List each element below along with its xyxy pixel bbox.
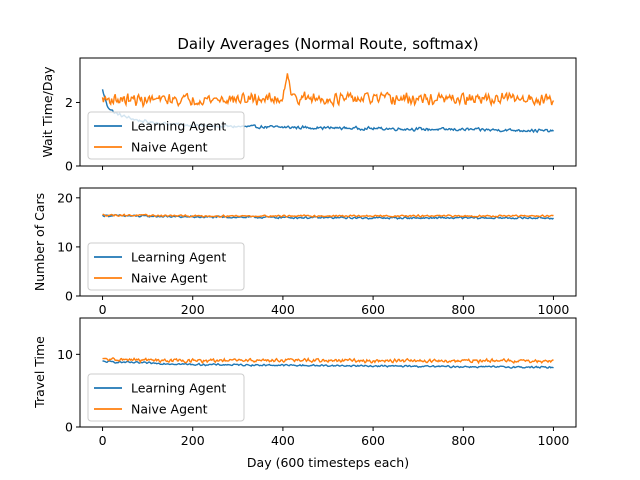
- y-tick-label: 20: [57, 190, 73, 205]
- axes-frame: [79, 187, 577, 297]
- x-tick-label: 1000: [538, 302, 570, 317]
- legend-entry: Learning Agent: [131, 250, 226, 265]
- y-tick-label: 0: [65, 420, 73, 435]
- panel-travel-time: 0 200 400 600 800 1000 0 10 Learning Agent Naive …: [57, 317, 577, 448]
- panel-number-of-cars: 0 200 400 600 800 1000 0 10 20 Learning Agent Naiv…: [57, 187, 577, 317]
- y-tick-label: 10: [57, 239, 73, 254]
- series-line-naive-agent: [102, 357, 554, 365]
- axes-frame: [79, 317, 577, 428]
- y-tick-label: 2: [65, 95, 73, 110]
- legend-entry: Learning Agent: [131, 119, 226, 134]
- series-line-learning-agent: [102, 360, 554, 369]
- series-line-naive-agent: [101, 73, 555, 109]
- series-line-naive-agent: [102, 213, 554, 218]
- x-tick-label: 800: [451, 302, 475, 317]
- panel-wait-time: 0 2 Learning Agent Naive Agent: [65, 57, 577, 174]
- legend-box: [87, 242, 245, 291]
- x-tick-label: 800: [451, 433, 475, 448]
- x-tick-label: 400: [271, 302, 295, 317]
- legend-box: [87, 373, 245, 422]
- legend-entry: Naive Agent: [131, 140, 208, 155]
- x-tick-label: 200: [181, 302, 205, 317]
- y-axis-label-number-of-cars: Number of Cars: [32, 193, 47, 291]
- chart-title: Daily Averages (Normal Route, softmax): [177, 35, 478, 53]
- x-tick-label: 600: [361, 433, 385, 448]
- y-tick-label: 0: [65, 159, 73, 174]
- x-tick-label: 600: [361, 302, 385, 317]
- x-tick-label: 1000: [538, 433, 570, 448]
- y-axis-label-wait-time: Wait Time/Day: [40, 66, 55, 158]
- x-tick-label: 0: [99, 433, 107, 448]
- x-tick-label: 200: [181, 433, 205, 448]
- y-axis-label-travel-time: Travel Time: [32, 336, 47, 409]
- legend-entry: Learning Agent: [131, 381, 226, 396]
- axes-frame: [79, 57, 577, 167]
- y-tick-label: 0: [65, 289, 73, 304]
- x-tick-label: 0: [99, 302, 107, 317]
- legend-entry: Naive Agent: [131, 402, 208, 417]
- x-tick-label: 400: [271, 433, 295, 448]
- y-tick-label: 10: [57, 347, 73, 362]
- legend-box: [87, 111, 245, 160]
- legend-entry: Naive Agent: [131, 271, 208, 286]
- x-axis-label: Day (600 timesteps each): [247, 455, 409, 470]
